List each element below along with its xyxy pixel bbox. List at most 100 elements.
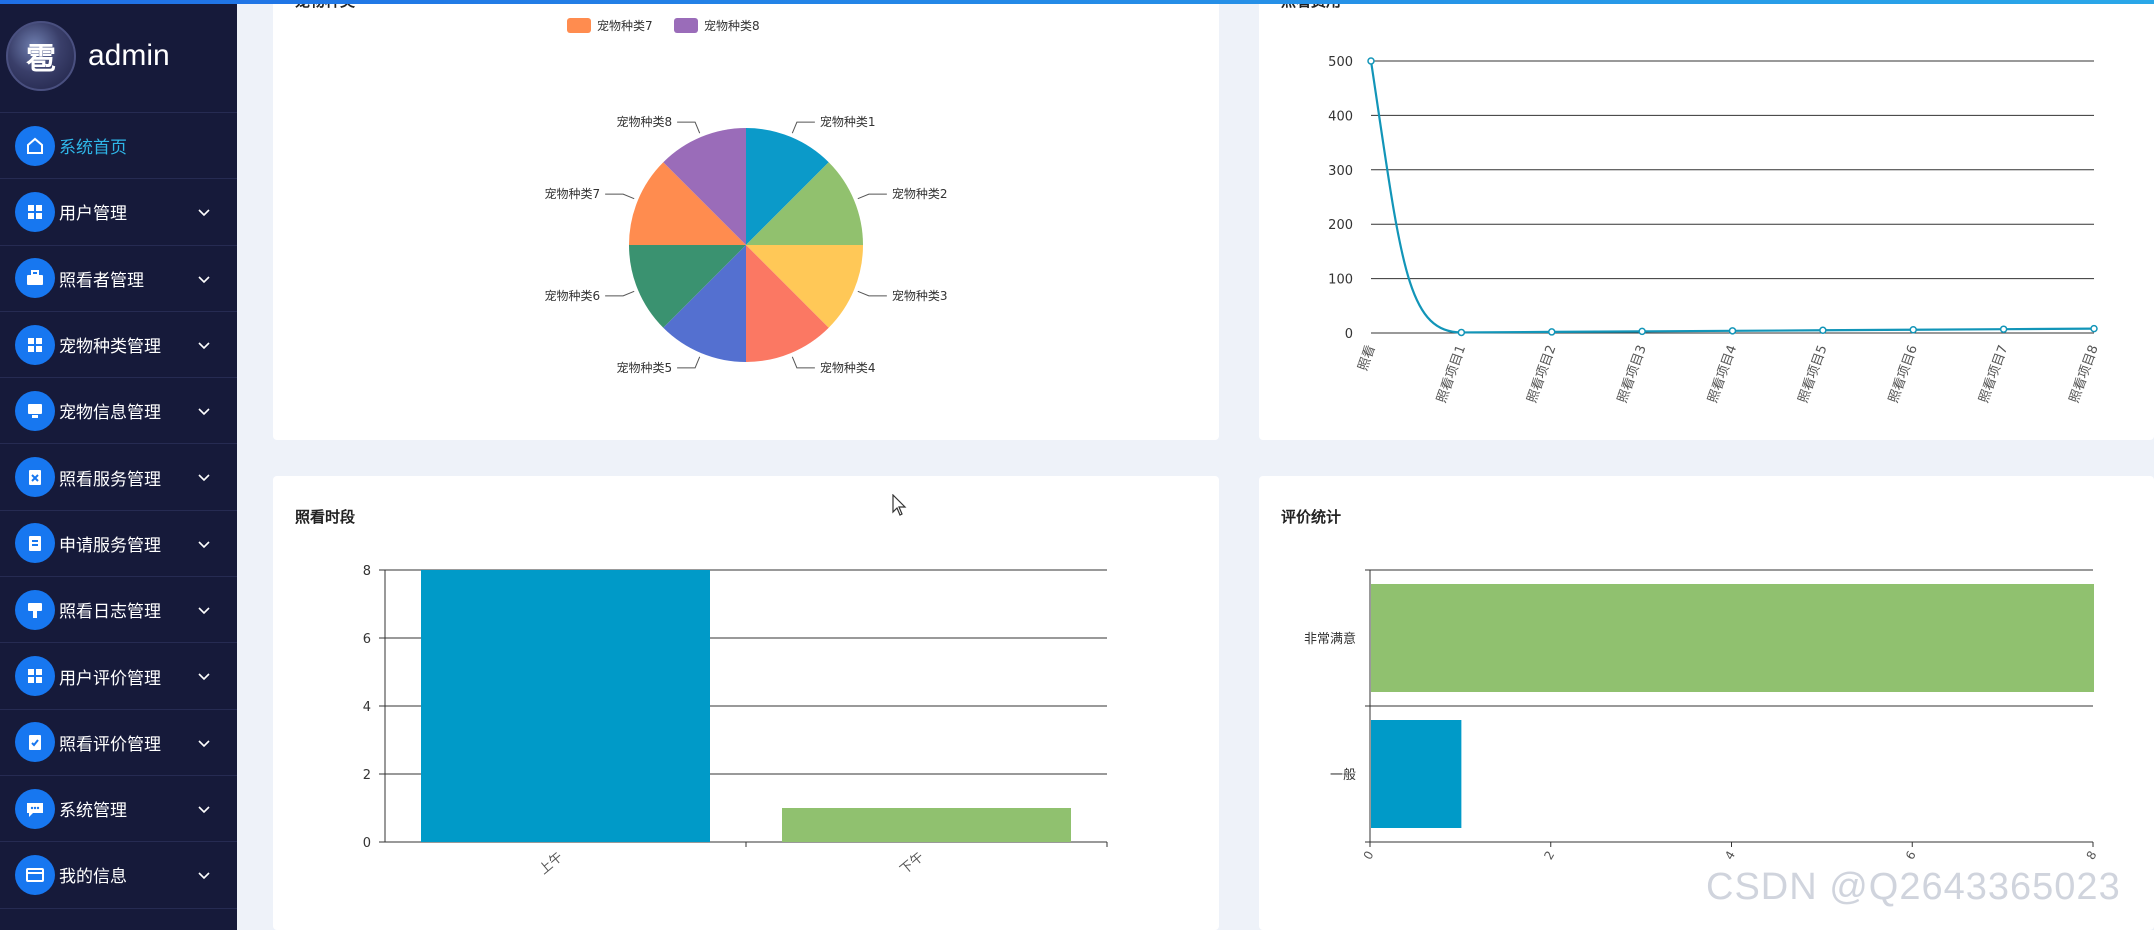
grid-icon — [15, 656, 55, 697]
legend-label[interactable]: 宠物种类7 — [597, 18, 653, 33]
bar[interactable] — [421, 570, 710, 842]
monitor-icon — [15, 390, 55, 431]
y-tick-label: 500 — [1328, 55, 1353, 70]
sidebar-item-7[interactable]: 申请服务管理 — [0, 511, 237, 578]
care-fee-title: 照看费用 — [1281, 0, 1342, 10]
pie-label-line — [857, 193, 887, 200]
username: admin — [88, 39, 170, 72]
brush-icon — [15, 589, 55, 630]
pie-slice[interactable] — [746, 162, 863, 245]
y-tick-label: 4 — [363, 700, 371, 715]
line-point[interactable] — [1728, 327, 1737, 335]
pie-slice[interactable] — [746, 245, 829, 362]
pie-label: 宠物种类7 — [544, 186, 600, 201]
line-series[interactable] — [1369, 60, 2095, 334]
sidebar-item-4[interactable]: 宠物种类管理 — [0, 312, 237, 379]
pie-label: 宠物种类8 — [616, 114, 672, 129]
avatar[interactable]: 雹 — [6, 21, 76, 91]
x-tick-label: 照看项目6 — [1885, 343, 1921, 405]
line-point[interactable] — [1909, 325, 1917, 334]
x-tick-label: 照看项目8 — [2066, 343, 2102, 405]
bar[interactable] — [1371, 584, 2094, 692]
sidebar-item-8[interactable]: 照看日志管理 — [0, 577, 237, 644]
pie-slice[interactable] — [663, 245, 746, 362]
sidebar-item-label: 申请服务管理 — [59, 535, 161, 556]
sidebar-item-label: 照看日志管理 — [59, 602, 161, 623]
x-tick-label: 照看项目2 — [1524, 343, 1560, 405]
sidebar-item-label: 我的信息 — [59, 867, 127, 888]
pie-label-line — [791, 356, 815, 369]
sidebar: 雹 admin 系统首页用户管理照看者管理 宠物种类管理 宠物信息管理照看服务管理申… — [0, 0, 237, 930]
sidebar-item-label: 用户管理 — [59, 204, 127, 225]
chevron-down-icon[interactable] — [198, 541, 210, 549]
x-tick-label: 照看项目3 — [1614, 343, 1650, 405]
x-tick-label: 照看 — [1355, 343, 1379, 373]
sidebar-item-9[interactable]: 用户评价管理 — [0, 643, 237, 710]
care-fee-line-chart: 0 100 200 300 400 500 照看 照看项目1 照看项目2 照看项目3 照看项目4 照看… — [1328, 55, 2102, 405]
sidebar-item-12[interactable]: 我的信息 — [0, 842, 237, 909]
y-tick-label: 100 — [1328, 273, 1353, 288]
line-point[interactable] — [1457, 328, 1466, 337]
legend-swatch[interactable] — [674, 18, 698, 33]
sidebar-item-2[interactable]: 用户管理 — [0, 179, 237, 246]
pie-slice[interactable] — [746, 245, 863, 328]
briefcase-icon — [15, 258, 55, 299]
top-accent-bar — [0, 0, 2154, 4]
chevron-down-icon[interactable] — [198, 276, 210, 284]
pet-category-title: 宠物种类 — [295, 0, 356, 10]
line-point[interactable] — [2090, 324, 2098, 333]
chevron-down-icon[interactable] — [198, 607, 210, 615]
pie-label: 宠物种类6 — [544, 288, 600, 303]
chevron-down-icon[interactable] — [198, 408, 210, 416]
pie-label-line — [791, 121, 815, 134]
care-fee-card: 照看费用 0 100 200 300 400 500 照看 照看项目1 照看项目2 照看项目3 照看… — [1259, 0, 2154, 440]
line-point[interactable] — [1819, 326, 1827, 335]
line-point[interactable] — [1638, 327, 1646, 336]
pie-slice[interactable] — [746, 128, 829, 245]
sidebar-item-3[interactable]: 照看者管理 — [0, 246, 237, 312]
bar[interactable] — [782, 808, 1071, 842]
x-tick-label: 0 — [1361, 849, 1377, 863]
sidebar-item-10[interactable]: 照看评价管理 — [0, 710, 237, 776]
chevron-down-icon[interactable] — [198, 474, 210, 482]
clipboard-x-icon — [15, 457, 55, 498]
line-point[interactable] — [1548, 328, 1556, 336]
pie-label-line — [605, 193, 635, 200]
chevron-down-icon[interactable] — [198, 872, 210, 880]
chevron-down-icon[interactable] — [198, 740, 210, 748]
bar[interactable] — [1371, 720, 1462, 828]
sidebar-item-5[interactable]: 宠物信息管理 — [0, 378, 237, 445]
chevron-down-icon[interactable] — [198, 673, 210, 681]
sidebar-item-6[interactable]: 照看服务管理 — [0, 444, 237, 511]
pie-label: 宠物种类1 — [820, 114, 876, 129]
line-point[interactable] — [1367, 57, 1375, 65]
x-tick-label: 上午 — [537, 850, 567, 878]
pie-slice[interactable] — [629, 162, 746, 245]
mouse-cursor-icon — [892, 494, 907, 516]
y-tick-label: 2 — [363, 768, 371, 783]
chevron-down-icon[interactable] — [198, 342, 210, 350]
pie-label: 宠物种类3 — [892, 288, 948, 303]
x-tick-label: 8 — [2084, 849, 2100, 863]
chevron-down-icon[interactable] — [198, 806, 210, 814]
sidebar-item-label: 系统管理 — [59, 801, 127, 822]
sidebar-item-11[interactable]: 系统管理 — [0, 776, 237, 843]
x-tick-label: 照看项目1 — [1433, 343, 1469, 405]
sidebar-item-1[interactable]: 系统首页 — [0, 113, 237, 180]
pie-label-line — [677, 356, 701, 369]
legend-swatch[interactable] — [567, 18, 591, 33]
sidebar-menu: 系统首页用户管理照看者管理 宠物种类管理 宠物信息管理照看服务管理 申请服务管理 照看日… — [0, 113, 237, 909]
x-tick-label: 2 — [1541, 849, 1557, 863]
sidebar-item-label: 照看服务管理 — [59, 469, 161, 490]
user-profile: 雹 admin — [0, 0, 237, 113]
legend-label[interactable]: 宠物种类8 — [704, 18, 760, 33]
pie-slice[interactable] — [629, 245, 746, 328]
chevron-down-icon[interactable] — [198, 209, 210, 217]
line-point[interactable] — [1999, 325, 2008, 333]
y-tick-label: 200 — [1328, 218, 1353, 233]
y-tick-label: 6 — [363, 632, 371, 647]
card-icon — [15, 854, 55, 895]
x-tick-label: 照看项目4 — [1705, 343, 1741, 405]
pie-slice[interactable] — [663, 128, 746, 245]
clipboard-icon — [15, 523, 55, 564]
